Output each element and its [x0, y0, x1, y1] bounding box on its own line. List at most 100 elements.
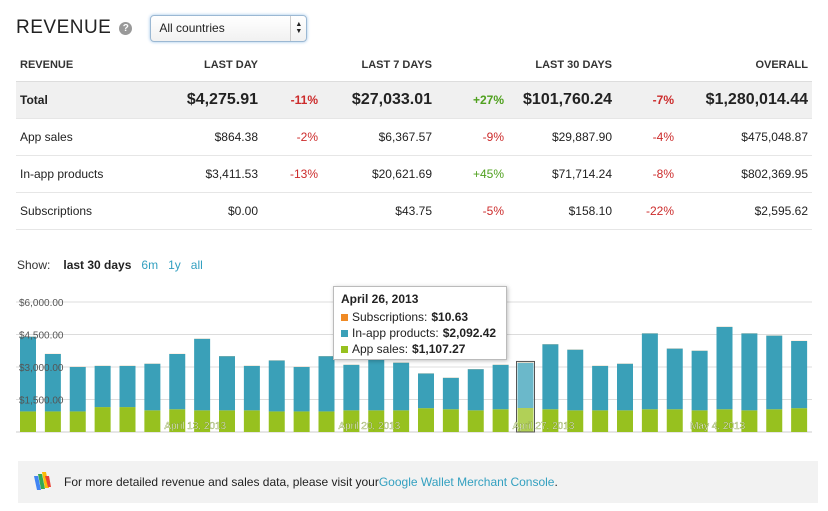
bar-segment-in-app-products[interactable] — [393, 362, 410, 411]
bar-segment-in-app-products[interactable] — [293, 367, 310, 412]
bar-segment-in-app-products[interactable] — [94, 365, 111, 408]
bar-segment-app-sales[interactable] — [691, 410, 708, 432]
bar-segment-app-sales[interactable] — [94, 407, 111, 432]
tooltip-row-subscriptions: Subscriptions: $10.63 — [341, 309, 499, 325]
last-day-change: -2% — [262, 118, 322, 156]
bar-segment-in-app-products[interactable] — [268, 360, 285, 412]
x-date-label: April 20, 2013 — [339, 421, 401, 432]
bar-segment-in-app-products[interactable] — [418, 373, 434, 409]
bar-segment-app-sales[interactable] — [418, 408, 434, 432]
bar-segment-in-app-products[interactable] — [741, 333, 758, 411]
merchant-console-link[interactable]: Google Wallet Merchant Console — [378, 475, 555, 489]
last-30-days-value: $158.10 — [508, 192, 616, 230]
bar-segment-app-sales[interactable] — [368, 410, 385, 432]
bar-segment-app-sales[interactable] — [293, 411, 310, 432]
last-7-days-change: +45% — [436, 155, 508, 193]
bar-segment-app-sales[interactable] — [144, 410, 161, 432]
bar-segment-in-app-products[interactable] — [219, 356, 235, 411]
bar-segment-in-app-products[interactable] — [442, 377, 459, 410]
app-sales-swatch — [341, 345, 348, 353]
bar-segment-app-sales[interactable] — [243, 410, 260, 432]
bar-segment-in-app-products[interactable] — [243, 365, 260, 411]
row-name: App sales — [16, 118, 134, 156]
last-7-days-value: $27,033.01 — [322, 81, 436, 119]
bar-segment-in-app-products[interactable] — [592, 365, 609, 411]
bar-segment-in-app-products[interactable] — [467, 369, 484, 411]
bar-segment-in-app-products[interactable] — [44, 354, 61, 412]
bar-segment-in-app-products[interactable] — [492, 364, 509, 410]
bar-segment-app-sales[interactable] — [666, 409, 683, 432]
bar-segment-in-app-products[interactable] — [194, 338, 211, 411]
bar-segment-app-sales[interactable] — [20, 411, 36, 432]
bar-segment-app-sales[interactable] — [219, 410, 235, 432]
bar-segment-app-sales[interactable] — [716, 409, 733, 432]
bar-segment-in-app-products[interactable] — [20, 336, 36, 412]
bar-segment-app-sales[interactable] — [318, 411, 335, 432]
bar-segment-in-app-products[interactable] — [617, 363, 633, 411]
bar-segment-app-sales[interactable] — [69, 411, 86, 432]
bar-segment-app-sales[interactable] — [741, 410, 758, 432]
table-header-row: REVENUE LAST DAY LAST 7 DAYS LAST 30 DAY… — [16, 50, 812, 82]
bar-segment-in-app-products[interactable] — [69, 367, 86, 412]
tooltip-value: $1,107.27 — [412, 342, 466, 356]
bar-segment-in-app-products[interactable] — [791, 341, 808, 409]
range-option-last-30-days[interactable]: last 30 days — [63, 258, 132, 272]
bar-segment-app-sales[interactable] — [119, 407, 136, 432]
bar-segment-app-sales[interactable] — [467, 410, 484, 432]
range-option-1y[interactable]: 1y — [168, 258, 181, 272]
overall-value: $475,048.87 — [678, 118, 812, 156]
select-arrows-icon: ▲ ▼ — [290, 15, 306, 41]
bar-segment-app-sales[interactable] — [194, 410, 211, 432]
bar-segment-in-app-products[interactable] — [119, 365, 136, 408]
bar-segment-app-sales[interactable] — [268, 411, 285, 432]
bar-segment-app-sales[interactable] — [617, 410, 633, 432]
col-header-revenue: REVENUE — [16, 50, 134, 82]
bar-segment-app-sales[interactable] — [492, 409, 509, 432]
last-day-value: $3,411.53 — [134, 155, 262, 193]
in-app-swatch — [341, 329, 348, 337]
tooltip-label: App sales: — [352, 342, 409, 356]
banner-text: For more detailed revenue and sales data… — [64, 475, 379, 489]
last-7-days-value: $20,621.69 — [322, 155, 436, 193]
bar-segment-app-sales[interactable] — [44, 411, 61, 432]
bar-segment-in-app-products[interactable] — [691, 350, 708, 411]
tooltip-row-app-sales: App sales: $1,107.27 — [341, 341, 499, 357]
col-header-spacer — [616, 50, 678, 82]
last-30-days-value: $101,760.24 — [508, 81, 616, 119]
bar-segment-in-app-products[interactable] — [144, 363, 161, 411]
bar-segment-in-app-products[interactable] — [368, 357, 385, 411]
bar-segment-app-sales[interactable] — [567, 410, 584, 432]
banner-suffix: . — [554, 475, 558, 489]
bar-segment-app-sales[interactable] — [791, 408, 808, 432]
bar-segment-app-sales[interactable] — [442, 409, 459, 432]
bar-segment-app-sales[interactable] — [766, 409, 783, 432]
bar-segment-app-sales[interactable] — [517, 408, 534, 432]
bar-segment-app-sales[interactable] — [343, 410, 360, 432]
range-selector: Show: last 30 days 6m 1y all — [17, 258, 203, 272]
revenue-chart[interactable]: $1,500.00 $3,000.00 $4,500.00 $6,000.00 Apri… — [16, 292, 812, 440]
merchant-console-banner: For more detailed revenue and sales data… — [18, 461, 818, 503]
last-30-days-change: -22% — [616, 192, 678, 230]
bar-segment-in-app-products[interactable] — [641, 333, 658, 410]
col-header-spacer — [436, 50, 508, 82]
bar-segment-in-app-products[interactable] — [666, 348, 683, 410]
bar-segment-in-app-products[interactable] — [517, 362, 534, 409]
bar-segment-in-app-products[interactable] — [318, 356, 335, 412]
bar-segment-in-app-products[interactable] — [567, 349, 584, 411]
bar-segment-in-app-products[interactable] — [766, 335, 783, 410]
range-option-all[interactable]: all — [190, 258, 203, 272]
bar-segment-in-app-products[interactable] — [542, 344, 559, 410]
bar-segment-app-sales[interactable] — [169, 409, 186, 432]
range-option-6m[interactable]: 6m — [141, 258, 159, 272]
bar-segment-app-sales[interactable] — [641, 409, 658, 432]
bar-segment-in-app-products[interactable] — [716, 326, 733, 410]
bar-segment-in-app-products[interactable] — [169, 354, 186, 410]
bar-segment-app-sales[interactable] — [592, 410, 609, 432]
bar-segment-app-sales[interactable] — [542, 409, 559, 432]
country-select[interactable]: All countries ▲ ▼ — [150, 14, 308, 42]
y-tick-label: $6,000.00 — [19, 298, 64, 309]
bar-segment-in-app-products[interactable] — [343, 364, 360, 411]
help-icon[interactable]: ? — [119, 21, 133, 35]
bar-segment-app-sales[interactable] — [393, 410, 410, 432]
row-name: In-app products — [16, 155, 134, 193]
